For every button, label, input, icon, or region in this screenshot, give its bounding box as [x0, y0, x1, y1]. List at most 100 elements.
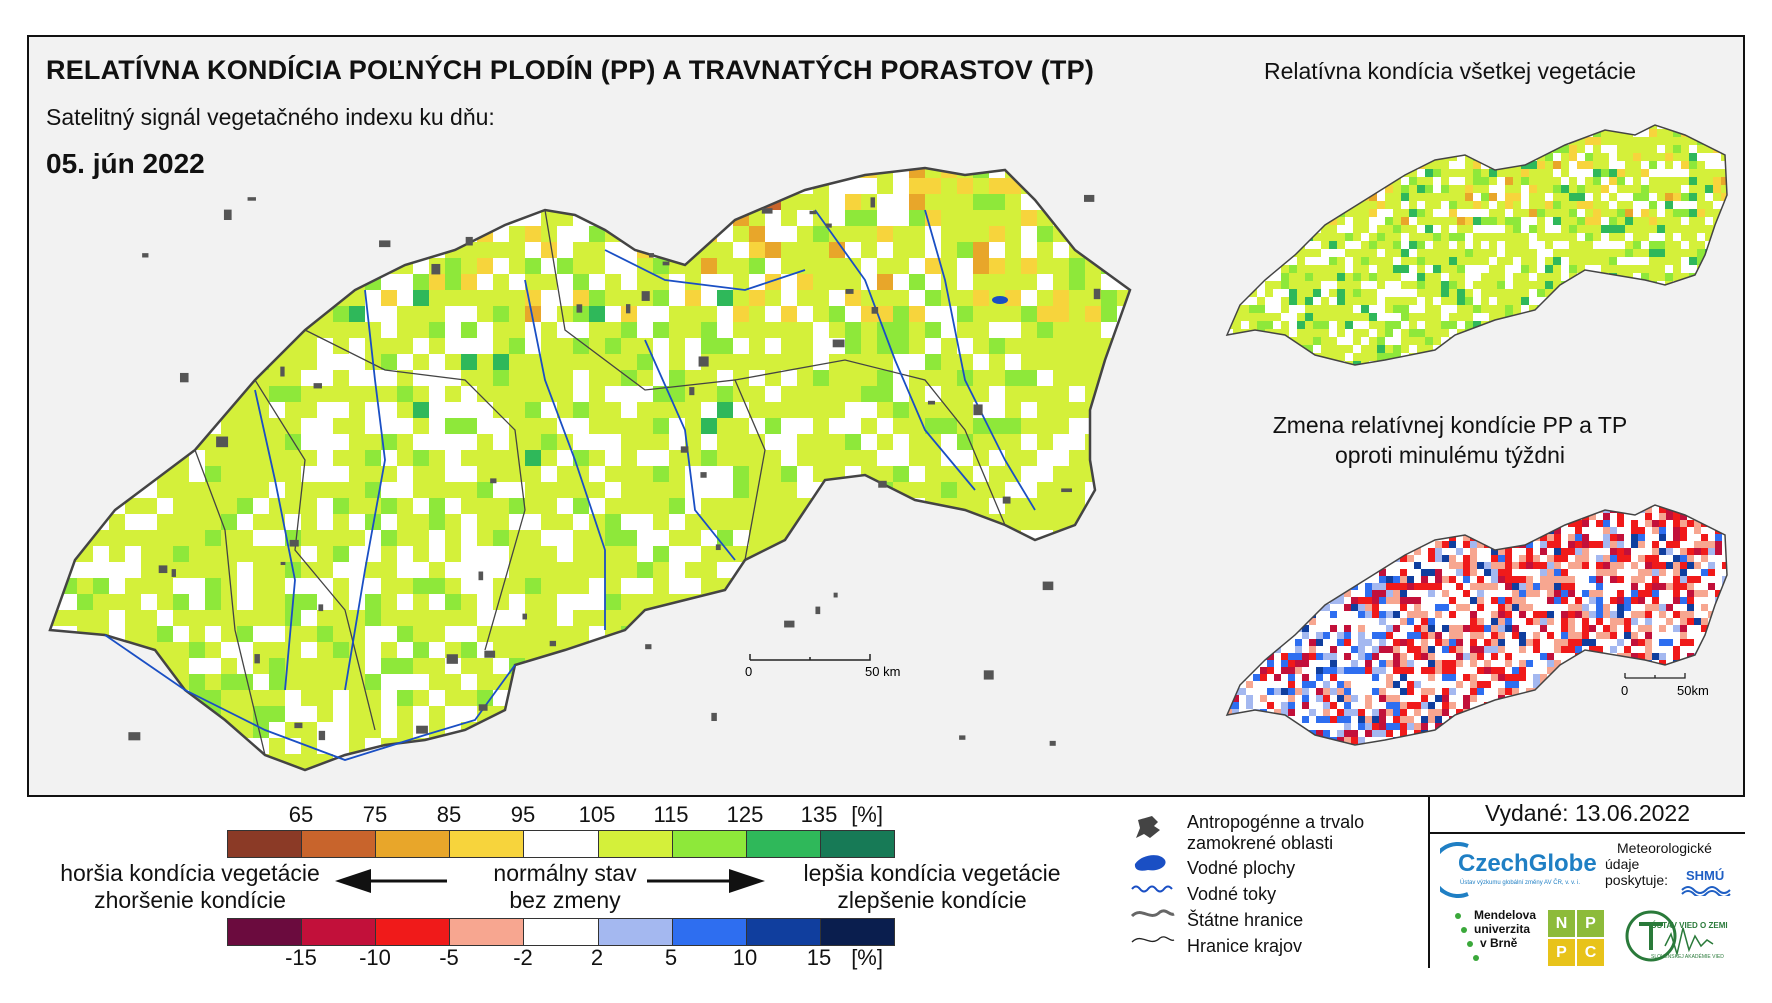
raster-cell [1369, 137, 1377, 145]
raster-cell [77, 738, 93, 754]
raster-cell [1297, 369, 1305, 377]
raster-cell [1302, 505, 1309, 506]
raster-cell [237, 168, 253, 178]
raster-cell [1610, 576, 1617, 583]
raster-cell [1568, 520, 1575, 527]
raster-cell [1582, 590, 1589, 597]
raster-cell [221, 674, 237, 690]
raster-cell [1246, 611, 1253, 618]
raster-cell [1289, 401, 1297, 405]
raster-cell [1321, 401, 1329, 405]
raster-cell [1353, 273, 1361, 281]
raster-cell [589, 466, 605, 482]
raster-cell [1232, 520, 1239, 527]
raster-cell [813, 514, 829, 530]
raster-cell [1385, 153, 1393, 161]
raster-cell [1295, 604, 1302, 611]
raster-cell [1372, 765, 1379, 772]
raster-cell [637, 578, 653, 594]
raster-cell [717, 338, 733, 354]
raster-cell [653, 530, 669, 546]
raster-cell [1417, 297, 1425, 305]
raster-cell [1400, 604, 1407, 611]
raster-cell [1260, 765, 1267, 772]
condition-colorbar [227, 830, 895, 858]
raster-cell [1603, 569, 1610, 576]
raster-cell [1689, 161, 1697, 169]
raster-cell [509, 168, 525, 178]
raster-cell [1547, 688, 1554, 695]
raster-cell [1512, 576, 1519, 583]
raster-cell [1323, 779, 1330, 785]
raster-cell [269, 722, 285, 738]
raster-cell [1491, 527, 1498, 534]
raster-cell [1421, 611, 1428, 618]
raster-cell [1401, 273, 1409, 281]
raster-cell [445, 274, 461, 290]
main-condition-map: 0 50 km [48, 130, 1181, 772]
raster-cell [50, 498, 61, 514]
issued-date: Vydané: 13.06.2022 [1484, 800, 1691, 826]
raster-cell [1657, 289, 1665, 297]
raster-cell [701, 738, 717, 754]
raster-cell [1165, 690, 1181, 706]
raster-cell [1582, 688, 1589, 695]
raster-cell [893, 386, 909, 402]
raster-cell [1344, 485, 1351, 492]
raster-cell [1302, 576, 1309, 583]
raster-cell [1337, 385, 1345, 393]
raster-cell [1417, 321, 1425, 329]
raster-cell [349, 594, 365, 610]
raster-cell [1117, 722, 1130, 738]
raster-cell [893, 642, 909, 658]
raster-cell [1351, 492, 1358, 499]
raster-cell [1729, 639, 1736, 646]
raster-cell [1449, 492, 1456, 499]
raster-cell [1377, 345, 1385, 353]
raster-cell [973, 594, 989, 610]
raster-cell [1456, 625, 1463, 632]
raster-cell [1401, 201, 1409, 209]
raster-cell [1638, 737, 1645, 744]
raster-cell [1428, 520, 1435, 527]
raster-cell [1442, 737, 1449, 744]
raster-cell [1149, 178, 1165, 194]
raster-cell [1497, 393, 1505, 401]
raster-cell [493, 482, 509, 498]
raster-cell [1694, 492, 1701, 499]
raster-cell [205, 530, 221, 546]
raster-cell [1489, 329, 1497, 337]
raster-cell [1463, 576, 1470, 583]
raster-cell [1257, 209, 1265, 217]
raster-cell [1069, 130, 1085, 146]
raster-cell [1701, 590, 1708, 597]
raster-cell [1633, 201, 1641, 209]
raster-cell [717, 130, 733, 146]
raster-cell [50, 434, 61, 450]
raster-cell [173, 594, 189, 610]
raster-cell [1497, 241, 1505, 249]
raster-cell [1526, 730, 1533, 737]
raster-cell [1165, 418, 1181, 434]
raster-cell [1513, 361, 1521, 365]
raster-cell [1393, 625, 1400, 632]
raster-cell [989, 738, 1005, 754]
raster-cell [1737, 361, 1745, 369]
raster-cell [1227, 337, 1233, 345]
raster-cell [221, 514, 237, 530]
raster-cell [1386, 611, 1393, 618]
raster-cell [1302, 716, 1309, 723]
raster-cell [1323, 653, 1330, 660]
raster-cell [1379, 597, 1386, 604]
raster-cell [1372, 485, 1379, 492]
raster-cell [1652, 723, 1659, 730]
raster-cell [1407, 639, 1414, 646]
raster-cell [493, 258, 509, 274]
raster-cell [1593, 265, 1601, 273]
raster-cell [1617, 772, 1624, 779]
raster-cell [1417, 257, 1425, 265]
raster-cell [1625, 361, 1633, 365]
raster-cell [1477, 492, 1484, 499]
raster-cell [1540, 688, 1547, 695]
raster-cell [829, 482, 845, 498]
